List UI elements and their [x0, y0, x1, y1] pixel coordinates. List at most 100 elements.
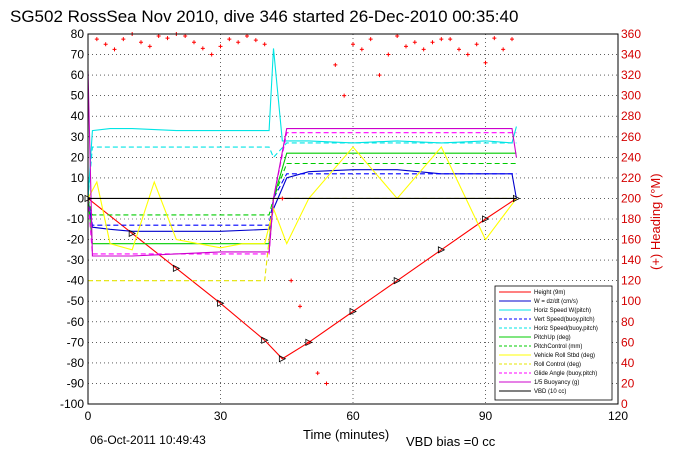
y-tick-label: 10 [71, 171, 85, 185]
y-tick-label: -50 [67, 294, 85, 308]
heading-point [121, 37, 126, 42]
height-marker [128, 229, 137, 238]
height-marker [437, 246, 446, 254]
heading-point [412, 40, 417, 45]
legend-label: 1/5 Buoyancy (g) [534, 380, 579, 386]
y-right-tick-label: 280 [621, 109, 641, 123]
legend-box [494, 285, 613, 401]
heading-point [306, 340, 311, 345]
x-tick-label: 60 [346, 409, 360, 423]
heading-point [315, 371, 320, 376]
heading-point [209, 52, 214, 57]
y-right-tick-label: 360 [621, 27, 641, 41]
heading-point [103, 42, 108, 47]
legend-label: PitchControl (mm) [534, 344, 582, 350]
timestamp: 06-Oct-2011 10:49:43 [90, 433, 206, 447]
y-right-tick-label: 200 [621, 191, 641, 205]
y-right-tick-label: 320 [621, 68, 641, 82]
legend: Height (9m) W = dz/dt (cm/s) Horiz Speed W… [494, 285, 613, 401]
y-tick-label: -70 [67, 335, 85, 349]
heading-point [262, 42, 267, 47]
chart-title: SG502 RossSea Nov 2010, dive 346 started… [10, 7, 518, 26]
left-axis-ticks: 80 70 60 50 40 30 20 10 0 -10 -20 -30 -40 -50 -60 -70 -8… [60, 27, 84, 411]
y-right-tick-label: 140 [621, 253, 641, 267]
y-right-tick-label: 180 [621, 212, 641, 226]
heading-point [139, 40, 143, 45]
legend-label: W = dz/dt (cm/s) [534, 299, 578, 305]
legend-label: VBD (10 cc) [534, 389, 566, 395]
legend-label: Horiz Speed(buoy,pitch) [534, 326, 598, 332]
y-tick-label: -60 [67, 315, 85, 329]
legend-label: Horiz Speed W(pitch) [534, 308, 591, 314]
heading-point [94, 37, 99, 42]
heading-layer [94, 32, 514, 386]
heading-point [253, 38, 258, 43]
height-marker [349, 307, 357, 316]
vbd-bias: VBD bias =0 cc [406, 434, 496, 449]
height-marker [393, 277, 402, 285]
series-line [87, 146, 517, 251]
y-right-tick-label: 0 [621, 397, 628, 411]
heading-point [280, 196, 285, 201]
y-right-tick-label: 40 [621, 356, 635, 370]
heading-point [236, 40, 241, 45]
y-right-tick-label: 300 [621, 89, 641, 103]
heading-point [218, 44, 223, 49]
y-right-tick-label: 260 [621, 130, 641, 144]
heading-point [510, 37, 514, 42]
legend-items: Height (9m) W = dz/dt (cm/s) Horiz Speed W… [499, 290, 598, 395]
height-marker [217, 299, 225, 307]
heading-point [404, 44, 408, 49]
heading-point [165, 36, 170, 41]
heading-point [112, 47, 117, 52]
legend-label: Glide Angle (buoy,pitch) [534, 371, 597, 377]
heading-point [324, 381, 329, 386]
heading-point [377, 73, 382, 78]
height-marker [513, 194, 521, 203]
heading-point [448, 37, 453, 42]
x-tick-label: 120 [608, 409, 628, 423]
right-axis-ticks: 3603403203002802602402202001801601401201… [621, 27, 641, 411]
heading-point [183, 34, 188, 39]
heading-point [156, 34, 161, 39]
height-marker [172, 264, 181, 272]
y-right-tick-label: 100 [621, 294, 641, 308]
heading-point [342, 93, 347, 98]
y-tick-label: 40 [71, 109, 85, 123]
series-line [87, 142, 517, 199]
right-axis-label: (+) Heading (°M) [648, 173, 663, 270]
plot-frame [87, 33, 619, 405]
heading-point [147, 44, 152, 49]
height-marker [482, 215, 490, 223]
y-right-tick-label: 20 [621, 376, 635, 390]
heading-point [395, 34, 400, 39]
heading-point [333, 62, 338, 67]
heading-point [501, 47, 506, 52]
y-tick-label: -80 [67, 356, 85, 370]
heading-point [492, 36, 497, 41]
legend-label: PitchUp (deg) [534, 335, 571, 341]
y-tick-label: -40 [67, 274, 85, 288]
legend-label: Roll Control (deg) [534, 362, 581, 368]
y-tick-label: 30 [71, 130, 85, 144]
series-line [87, 70, 517, 257]
plot-area [84, 32, 619, 405]
legend-label: Vert Speed(buoy,pitch) [534, 317, 595, 323]
heading-point [430, 40, 435, 45]
y-tick-label: 60 [71, 68, 85, 82]
heading-point [386, 52, 391, 57]
heading-point [351, 42, 355, 47]
x-tick-label: 90 [479, 409, 493, 423]
heading-point [439, 37, 444, 42]
heading-point [192, 40, 196, 45]
height-marker [261, 336, 269, 344]
y-right-tick-label: 220 [621, 171, 641, 185]
heading-point [227, 37, 232, 42]
y-right-tick-label: 340 [621, 48, 641, 62]
y-right-tick-label: 120 [621, 274, 641, 288]
y-tick-label: 70 [71, 48, 85, 62]
legend-label: Vehicle Roll Stbd (deg) [534, 353, 595, 359]
x-axis-label: Time (minutes) [303, 427, 389, 442]
y-right-tick-label: 160 [621, 233, 641, 247]
